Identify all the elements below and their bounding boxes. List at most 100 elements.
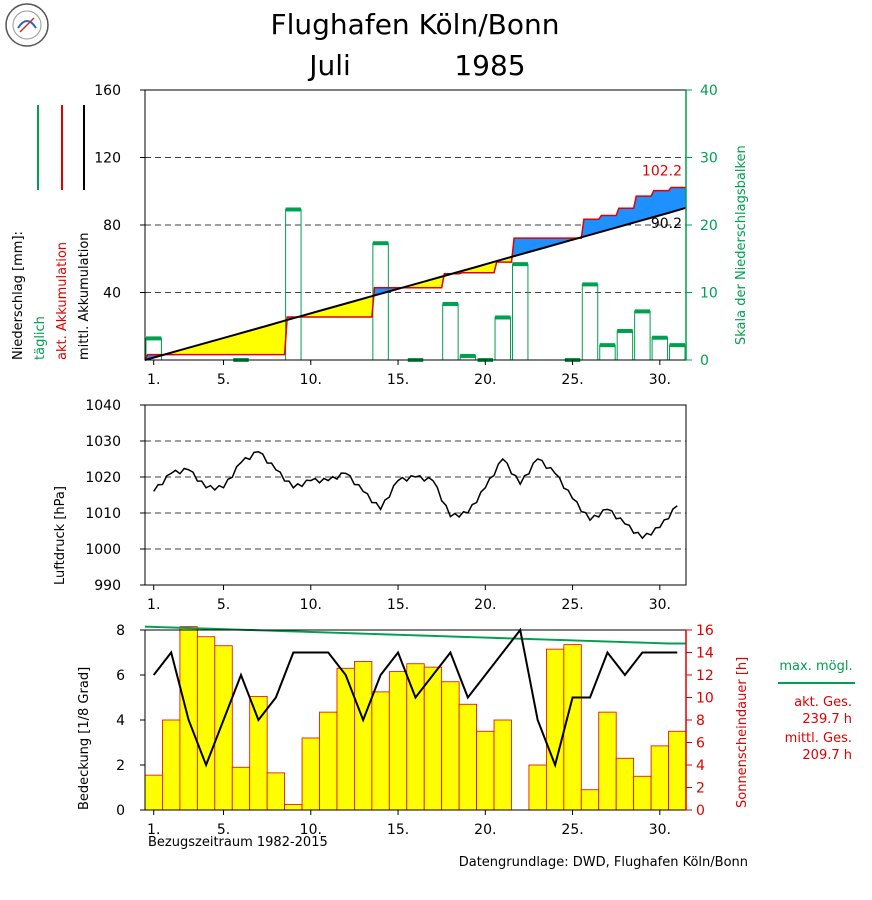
mittl-accumulation-line — [144, 206, 687, 361]
precipitation-panel: 40 80 120 160 0 10 20 30 40 1. 5. 10. 15. 20. 25. 30. 1… — [11, 83, 749, 388]
precip-bar — [372, 242, 389, 361]
deficit-area — [298, 293, 374, 317]
y2-tick-label: 4 — [696, 758, 705, 774]
y-tick-label: 40 — [103, 286, 121, 302]
precip-bar — [669, 344, 686, 361]
x-tick-label: 15. — [387, 597, 409, 613]
sunshine-y2label: Sonnenscheindauer [h] — [735, 657, 750, 808]
x-tick-label: 30. — [649, 822, 671, 838]
y2-tick-label: 10 — [700, 286, 718, 302]
x-tick-label: 5. — [217, 597, 230, 613]
pressure-line — [153, 451, 678, 540]
pressure-grid — [145, 440, 686, 550]
precip-y2label: Skala der Niederschlagsbalken — [734, 145, 749, 345]
precip-bar — [634, 310, 651, 361]
y-tick-label: 1010 — [85, 506, 121, 522]
y2-tick-label: 16 — [696, 623, 714, 639]
akt-accumulation-end-label: 102.2 — [642, 164, 682, 180]
precip-legend: Niederschlag [mm]: täglich akt. Akkumula… — [11, 105, 92, 360]
x-tick-label: 30. — [649, 372, 671, 388]
sunshine-bar — [214, 645, 233, 811]
y-tick-label: 6 — [116, 668, 125, 684]
sunshine-bar — [266, 772, 286, 811]
pressure-frame — [144, 404, 687, 586]
precip-bar — [651, 337, 669, 361]
y-tick-label: 2 — [116, 758, 125, 774]
y-tick-label: 1000 — [85, 542, 121, 558]
sunshine-bar — [545, 648, 565, 811]
x-tick-label: 1. — [147, 597, 160, 613]
y-tick-label: 4 — [116, 713, 125, 729]
sunshine-bar — [371, 691, 390, 811]
sunshine-bar — [668, 730, 687, 811]
y-tick-label: 160 — [94, 83, 121, 99]
sunshine-bar — [650, 745, 669, 811]
sunshine-bar — [580, 789, 600, 811]
y-tick-label: 80 — [103, 218, 121, 234]
precip-ylabel: Niederschlag [mm]: — [11, 231, 26, 360]
y2-tick-label: 2 — [696, 781, 705, 797]
x-tick-label: 1. — [147, 822, 160, 838]
sunshine-bar — [319, 711, 338, 811]
sunshine-bar — [144, 774, 163, 811]
surplus-area — [582, 187, 686, 238]
sunshine-bar — [493, 719, 512, 811]
chart-year: 1985 — [454, 49, 525, 82]
x-tick-label: 10. — [300, 372, 322, 388]
y-tick-label: 8 — [116, 623, 125, 639]
sunshine-bars — [144, 626, 687, 811]
data-source: Datengrundlage: DWD, Flughafen Köln/Bonn — [459, 855, 748, 870]
x-tick-label: 25. — [561, 822, 583, 838]
legend-akt-label: akt. Akkumulation — [55, 242, 70, 360]
sunshine-bar — [633, 775, 652, 811]
y-tick-label: 1030 — [85, 434, 121, 450]
sunshine-bar — [528, 764, 547, 811]
sunshine-bar — [406, 663, 425, 811]
x-tick-label: 25. — [561, 372, 583, 388]
sunshine-bar — [441, 681, 460, 811]
x-tick-label: 20. — [474, 597, 496, 613]
chart-month: Juli — [307, 49, 351, 82]
x-tick-label: 25. — [561, 597, 583, 613]
y2-tick-label: 12 — [696, 668, 714, 684]
sunshine-bar — [423, 666, 443, 811]
y2-tick-label: 30 — [700, 151, 718, 167]
precip-bar — [285, 208, 302, 361]
akt-accumulation-line — [144, 186, 686, 361]
precip-grid — [145, 89, 686, 293]
deficit-area — [402, 275, 444, 288]
pressure-panel: 990 1000 1010 1020 1030 1040 1. 5. 10. 15. 20. 25. 3… — [53, 398, 687, 613]
y2-tick-label: 8 — [696, 713, 705, 729]
y-tick-label: 1020 — [85, 470, 121, 486]
max-possible-sunshine-line — [144, 625, 686, 645]
chart-title: Flughafen Köln/Bonn — [271, 8, 560, 41]
x-tick-label: 5. — [217, 372, 230, 388]
pressure-ylabel: Luftdruck [hPa] — [53, 486, 68, 585]
deficit-area — [452, 248, 513, 274]
reference-period: Bezugszeitraum 1982-2015 — [148, 835, 328, 850]
mittl-total-value: 209.7 h — [802, 748, 852, 763]
deficit-area — [165, 316, 288, 355]
x-tick-label: 15. — [387, 822, 409, 838]
y-tick-label: 120 — [94, 151, 121, 167]
legend-daily-label: täglich — [33, 316, 48, 360]
sunshine-panel: 0 2 4 6 8 0 2 4 6 8 10 12 14 16 1. 5. 10. 15. 20. 25. 30. Be… — [77, 623, 855, 850]
precip-bar — [494, 316, 511, 361]
sunshine-bar — [284, 803, 303, 811]
x-tick-label: 20. — [474, 822, 496, 838]
x-tick-label: 20. — [474, 372, 496, 388]
x-tick-label: 5. — [217, 822, 230, 838]
y2-tick-label: 0 — [696, 803, 705, 819]
max-possible-label: max. mögl. — [779, 659, 852, 674]
cloud-ylabel: Bedeckung [1/8 Grad] — [77, 667, 92, 810]
x-tick-label: 30. — [649, 597, 671, 613]
precip-bar — [599, 344, 616, 361]
y-tick-label: 1040 — [85, 398, 121, 414]
precip-lines — [144, 186, 687, 361]
x-tick-label: 10. — [300, 822, 322, 838]
sunshine-bar — [196, 636, 216, 811]
y2-tick-label: 10 — [696, 691, 714, 707]
precip-bar — [511, 263, 529, 361]
